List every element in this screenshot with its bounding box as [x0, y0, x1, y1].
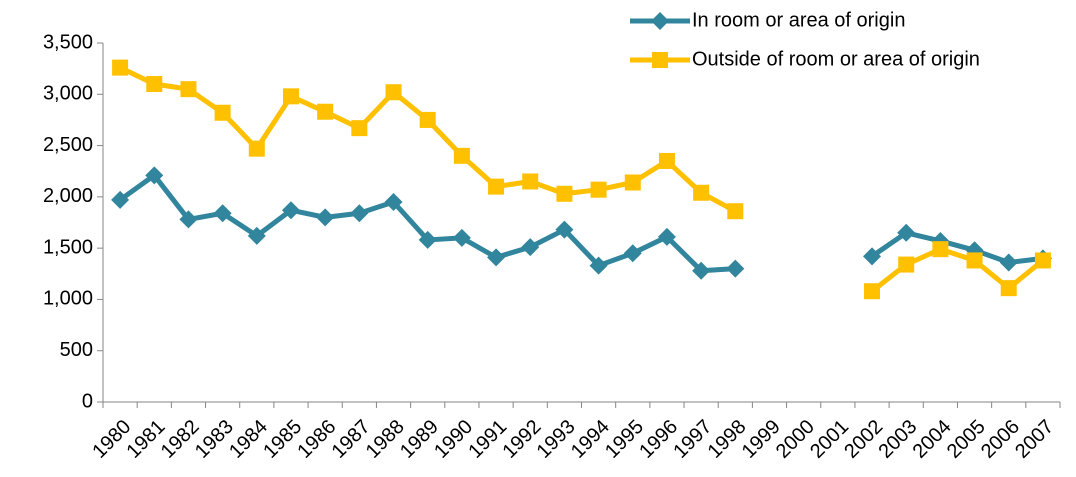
- marker: [385, 84, 402, 101]
- marker: [351, 120, 368, 137]
- marker: [248, 140, 265, 157]
- marker: [452, 228, 471, 247]
- marker: [316, 208, 335, 227]
- legend-label: In room or area of origin: [692, 9, 905, 31]
- x-tick-label: 1999: [738, 416, 785, 463]
- marker: [317, 103, 334, 120]
- marker: [179, 210, 198, 229]
- x-tick-label: 1994: [567, 416, 614, 463]
- marker: [214, 104, 231, 121]
- marker: [932, 241, 949, 258]
- marker: [658, 152, 675, 169]
- legend-marker: [652, 52, 668, 68]
- y-tick-label: 0: [82, 390, 93, 412]
- y-tick-label: 500: [60, 339, 93, 361]
- y-tick-label: 1,000: [43, 288, 93, 310]
- marker: [112, 59, 129, 76]
- x-tick-label: 1998: [704, 416, 751, 463]
- marker: [350, 204, 369, 223]
- marker: [999, 253, 1018, 272]
- x-tick-label: 2005: [943, 416, 990, 463]
- y-tick-label: 2,500: [43, 134, 93, 156]
- legend-label: Outside of room or area of origin: [692, 48, 980, 70]
- marker: [488, 178, 505, 195]
- marker: [692, 261, 711, 280]
- y-tick-label: 2,000: [43, 185, 93, 207]
- marker: [213, 204, 232, 223]
- x-tick-label: 2007: [1011, 416, 1058, 463]
- marker: [281, 201, 300, 220]
- marker: [111, 190, 130, 209]
- x-tick-label: 1988: [362, 416, 409, 463]
- marker: [897, 223, 916, 242]
- marker: [1034, 252, 1051, 269]
- marker: [555, 220, 574, 239]
- marker: [623, 244, 642, 263]
- x-tick-label: 1992: [498, 416, 545, 463]
- marker: [556, 185, 573, 202]
- x-tick-label: 1980: [88, 416, 135, 463]
- marker: [898, 256, 915, 273]
- x-tick-label: 1984: [225, 416, 272, 463]
- marker: [180, 81, 197, 98]
- y-tick-label: 3,000: [43, 83, 93, 105]
- legend-marker: [651, 12, 669, 30]
- x-tick-label: 2003: [874, 416, 921, 463]
- x-tick-label: 1983: [191, 416, 238, 463]
- marker: [521, 238, 540, 257]
- marker: [146, 76, 163, 93]
- x-tick-label: 1995: [601, 416, 648, 463]
- marker: [966, 252, 983, 269]
- x-tick-label: 2002: [840, 416, 887, 463]
- x-tick-label: 1996: [635, 416, 682, 463]
- x-tick-label: 2001: [806, 416, 853, 463]
- marker: [657, 227, 676, 246]
- x-tick-label: 1985: [259, 416, 306, 463]
- marker: [1000, 280, 1017, 297]
- x-tick-label: 1997: [669, 416, 716, 463]
- x-tick-label: 1993: [533, 416, 580, 463]
- x-tick-label: 1987: [328, 416, 375, 463]
- y-tick-label: 1,500: [43, 236, 93, 258]
- marker: [863, 247, 882, 266]
- marker: [726, 259, 745, 278]
- x-tick-label: 1990: [430, 416, 477, 463]
- marker: [453, 147, 470, 164]
- marker: [384, 192, 403, 211]
- x-tick-label: 1981: [123, 416, 170, 463]
- marker: [590, 181, 607, 198]
- x-tick-label: 2006: [977, 416, 1024, 463]
- marker: [693, 184, 710, 201]
- y-tick-label: 3,500: [43, 31, 93, 53]
- marker: [487, 248, 506, 267]
- marker: [727, 203, 744, 220]
- marker: [145, 166, 164, 185]
- marker: [247, 226, 266, 245]
- x-tick-label: 1982: [157, 416, 204, 463]
- marker: [589, 256, 608, 275]
- marker: [419, 111, 436, 128]
- x-tick-label: 1991: [464, 416, 511, 463]
- x-tick-label: 1986: [293, 416, 340, 463]
- marker: [418, 230, 437, 249]
- marker: [522, 173, 539, 190]
- marker: [282, 88, 299, 105]
- x-tick-label: 2000: [772, 416, 819, 463]
- x-tick-label: 2004: [909, 416, 956, 463]
- x-tick-label: 1989: [396, 416, 443, 463]
- marker: [624, 174, 641, 191]
- marker: [864, 283, 881, 300]
